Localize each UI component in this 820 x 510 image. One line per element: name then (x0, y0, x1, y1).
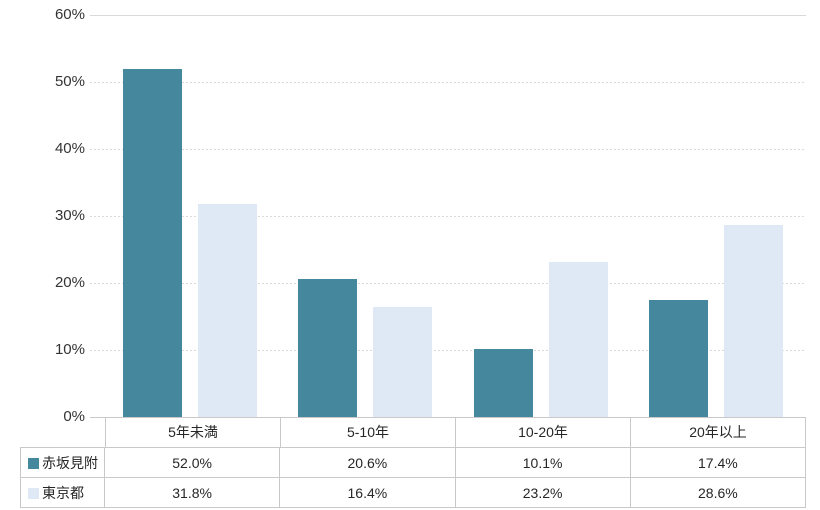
category-label-5-10年: 5-10年 (281, 417, 456, 447)
gridline-20% (90, 283, 806, 284)
y-tick-label-10%: 10% (54, 341, 85, 358)
x-axis-line (90, 417, 806, 418)
y-tick-label-60%: 60% (54, 6, 85, 23)
value-赤坂見附-5年未満: 52.0% (105, 448, 281, 477)
gridline-50% (90, 82, 806, 83)
series-name: 赤坂見附 (42, 455, 98, 471)
value-東京都-10-20年: 23.2% (456, 478, 631, 507)
bar-赤坂見附-5-10年 (298, 278, 358, 417)
bar-赤坂見附-20年以上 (648, 300, 708, 417)
y-tick-label-40%: 40% (54, 140, 85, 157)
gridline-30% (90, 216, 806, 217)
category-label-20年以上: 20年以上 (631, 417, 806, 447)
value-赤坂見附-20年以上: 17.4% (631, 448, 806, 477)
legend-cell-赤坂見附: 赤坂見附 (20, 448, 105, 477)
bar-赤坂見附-5年未満 (123, 68, 182, 417)
y-tick-label-30%: 30% (54, 207, 85, 224)
bar-赤坂見附-10-20年 (473, 349, 533, 417)
series-name: 東京都 (42, 485, 84, 501)
value-赤坂見附-5-10年: 20.6% (280, 448, 456, 477)
data-table: 赤坂見附 52.0% 20.6% 10.1% 17.4% 東京都 31.8% 16.4% 23.… (20, 447, 806, 508)
legend-cell-東京都: 東京都 (20, 478, 105, 507)
bar-東京都-5-10年 (373, 307, 433, 417)
table-row-赤坂見附: 赤坂見附 52.0% 20.6% 10.1% 17.4% (20, 448, 806, 478)
value-東京都-20年以上: 28.6% (631, 478, 806, 507)
legend-swatch-icon (28, 488, 39, 499)
category-axis-row: 5年未満 5-10年 10-20年 20年以上 (105, 417, 806, 447)
category-label-5年未満: 5年未満 (106, 417, 281, 447)
gridline-40% (90, 149, 806, 150)
legend-swatch-icon (28, 458, 39, 469)
y-tick-label-20%: 20% (54, 274, 85, 291)
bar-東京都-10-20年 (548, 261, 608, 417)
y-tick-label-50%: 50% (54, 73, 85, 90)
bar-東京都-5年未満 (198, 203, 257, 417)
gridline-10% (90, 350, 806, 351)
category-label-10-20年: 10-20年 (456, 417, 631, 447)
y-tick-label-0%: 0% (63, 408, 85, 425)
bar-東京都-20年以上 (723, 225, 783, 417)
value-東京都-5年未満: 31.8% (105, 478, 281, 507)
table-row-東京都: 東京都 31.8% 16.4% 23.2% 28.6% (20, 478, 806, 508)
gridline-60% (90, 15, 806, 16)
value-東京都-5-10年: 16.4% (280, 478, 456, 507)
value-赤坂見附-10-20年: 10.1% (456, 448, 631, 477)
